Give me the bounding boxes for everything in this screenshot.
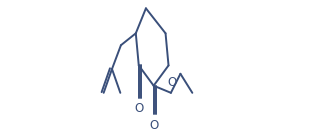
Text: O: O: [149, 119, 158, 132]
Text: O: O: [134, 102, 143, 115]
Text: O: O: [168, 76, 177, 89]
